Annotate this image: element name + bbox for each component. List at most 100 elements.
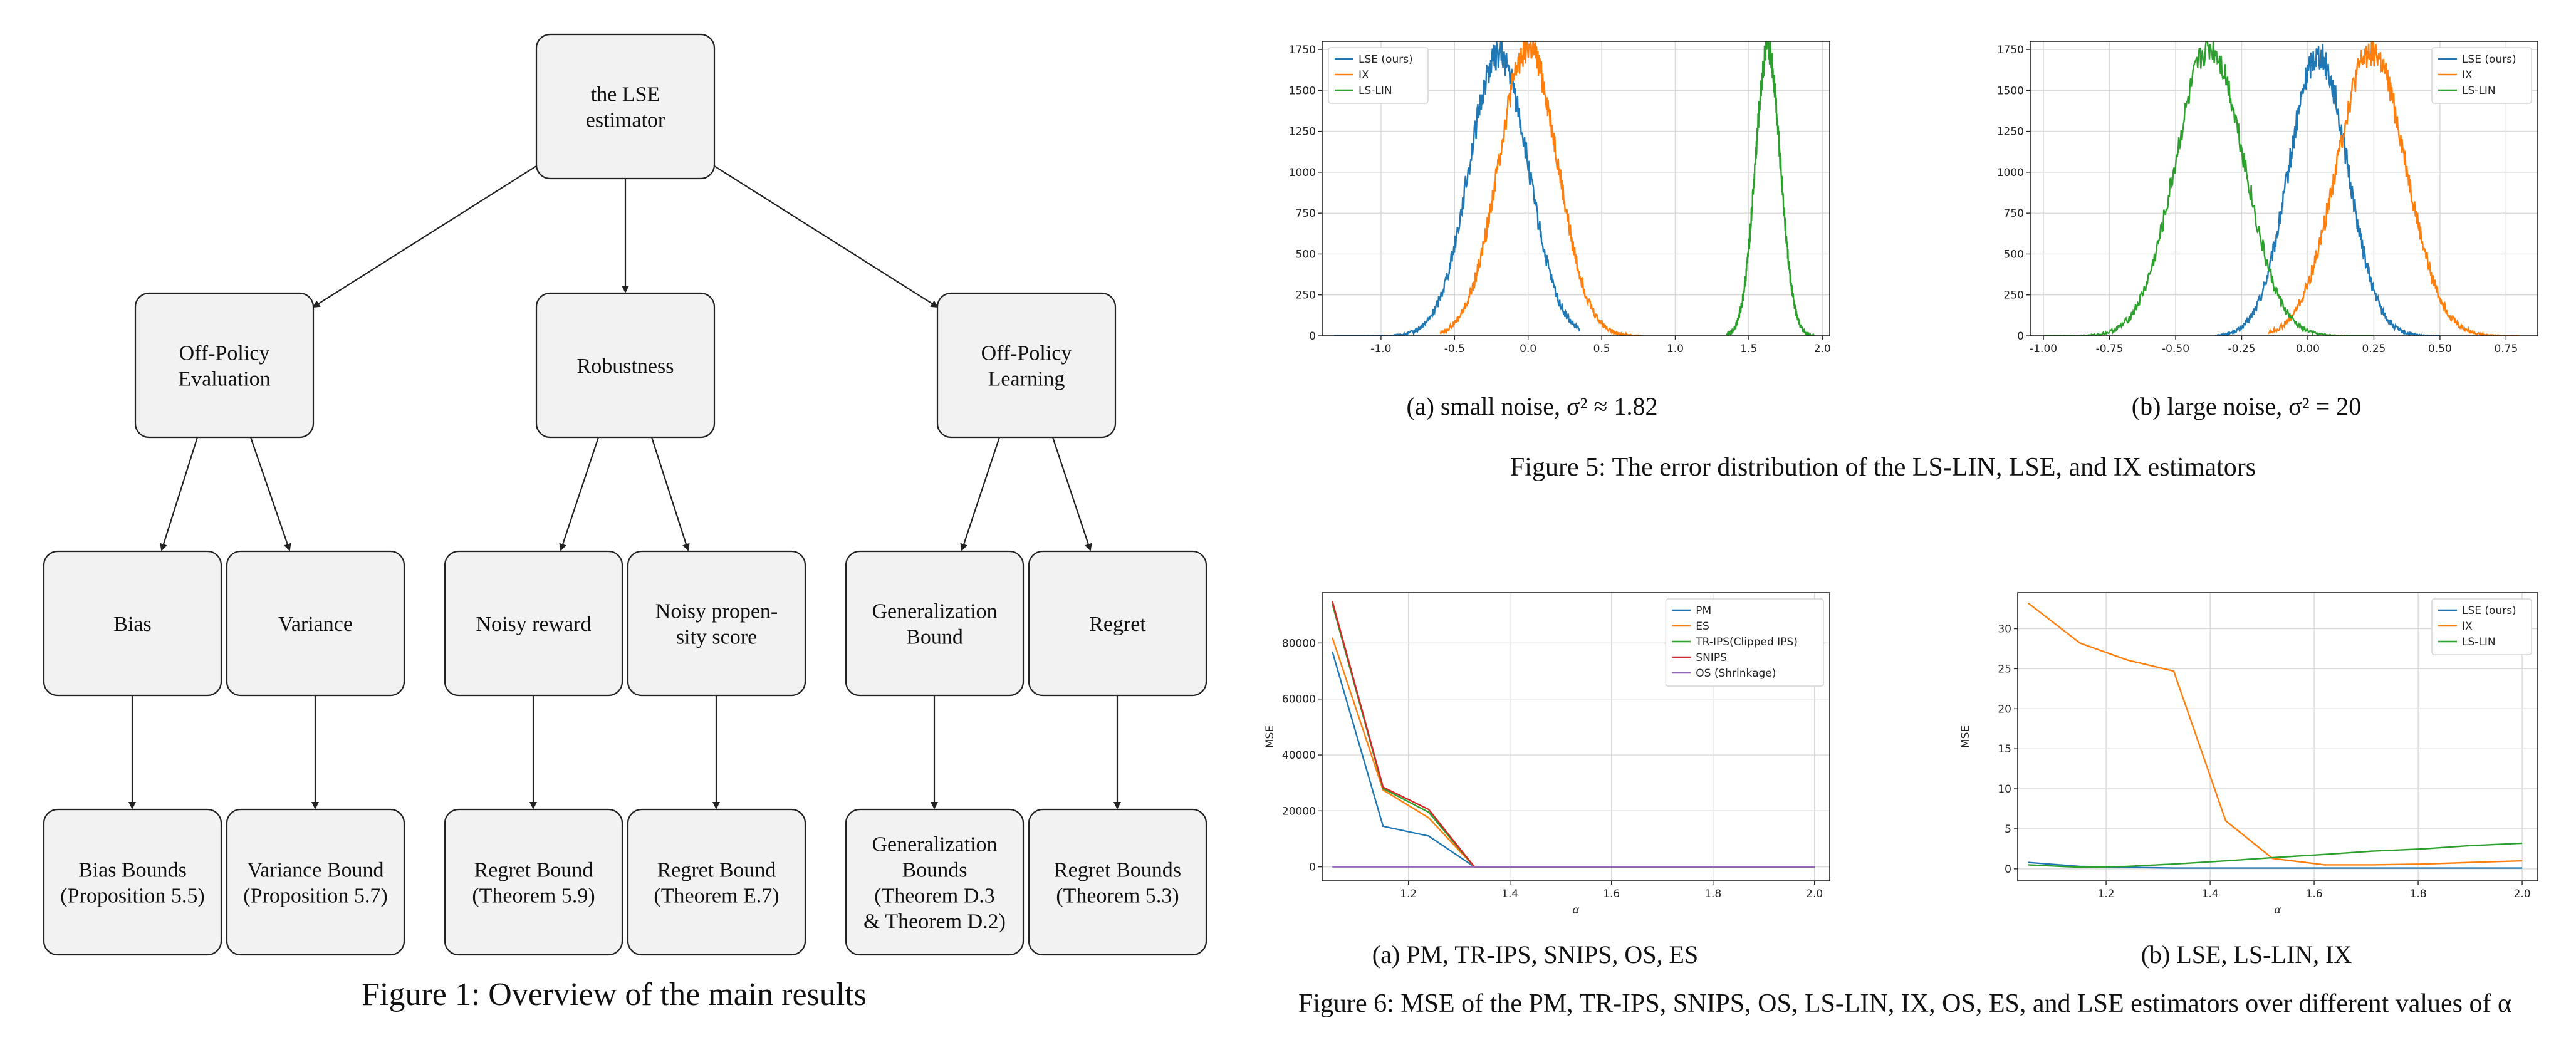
x-tick-label: 1.4	[1501, 888, 1518, 900]
series-line-ls-lin	[2028, 842, 2523, 868]
plot-frame	[2017, 592, 2538, 881]
x-tick-label: 1.2	[1400, 888, 1417, 900]
legend-entry: ES	[1696, 620, 1709, 633]
legend-entry: OS (Shrinkage)	[1696, 667, 1776, 680]
node-label: Regret Bounds	[1054, 859, 1181, 882]
node-label: Bounds	[902, 859, 967, 882]
figure5b-chart: -1.00 -0.75 -0.50 -0.25 0.00 0.25 0.50 0.75 0 250…	[1997, 41, 2538, 355]
x-tick-label: 1.8	[2410, 888, 2427, 900]
y-tick-label: 15	[1998, 743, 2011, 756]
y-tick-label: 1500	[1289, 85, 1316, 97]
legend-entry: LSE (ours)	[2462, 605, 2516, 617]
tick-labels: -1.00 -0.75 -0.50 -0.25 0.00 0.25 0.50 0.75 0 250…	[1997, 44, 2518, 355]
figure5a-chart: -1.0 -0.5 0.0 0.5 1.0 1.5 2.0 0 250 500 750 1000 125…	[1289, 41, 1831, 355]
node-label: Regret Bound	[657, 859, 776, 882]
figure6b-caption: (b) LSE, LS-LIN, IX	[2141, 940, 2352, 969]
series-group	[2043, 41, 2520, 336]
y-tick-label: 0	[1309, 330, 1316, 343]
legend-entry: IX	[2462, 620, 2473, 633]
series-line-ls-lin	[2043, 41, 2374, 336]
node-regret-59: Regret Bound (Theorem 5.9)	[444, 808, 623, 956]
y-tick-label: 500	[2004, 248, 2024, 261]
series-group	[2027, 602, 2523, 869]
plot-frame	[1322, 41, 1830, 336]
node-label: Noisy propen-	[655, 600, 778, 623]
node-regret: Regret	[1028, 550, 1207, 697]
y-tick-label: 1000	[1289, 167, 1316, 179]
node-label: the LSE	[591, 83, 660, 107]
series-line-ix	[2268, 41, 2520, 336]
y-tick-label: 1000	[1997, 167, 2024, 179]
legend-entry: LS-LIN	[2462, 85, 2496, 97]
arrow-5	[559, 437, 600, 551]
node-robust: Robustness	[535, 292, 716, 439]
figure6-caption: Figure 6: MSE of the PM, TR-IPS, SNIPS, …	[1298, 989, 2512, 1018]
node-label: & Theorem D.2)	[863, 910, 1006, 933]
legend: PM ES TR-IPS(Clipped IPS) SNIPS OS (Shrinkag…	[1665, 598, 1824, 687]
node-label: Evaluation	[178, 368, 270, 391]
node-gen-bounds: Generalization Bounds (Theorem D.3& Theore…	[845, 808, 1025, 956]
y-axis-label: MSE	[1264, 725, 1276, 748]
legend-entry: IX	[1358, 69, 1369, 81]
x-tick-label: 1.5	[1740, 343, 1757, 355]
arrow-4	[249, 437, 291, 551]
node-bias-bounds: Bias Bounds (Proposition 5.5)	[43, 808, 222, 956]
node-label: (Proposition 5.7)	[243, 885, 387, 908]
legend: LSE (ours) IX LS-LIN	[1328, 47, 1429, 104]
y-tick-label: 1750	[1289, 44, 1316, 56]
y-tick-label: 1500	[1997, 85, 2024, 97]
node-label: Robustness	[577, 355, 674, 378]
node-noisy-prop: Noisy propen-sity score	[627, 550, 806, 697]
x-tick-label: 2.0	[2514, 888, 2531, 900]
node-bias: Bias	[43, 550, 222, 697]
node-label: (Theorem 5.9)	[472, 885, 595, 908]
x-tick-label: 0.75	[2494, 343, 2518, 355]
legend-entry: LSE (ours)	[2462, 53, 2516, 66]
y-tick-label: 30	[1998, 623, 2011, 636]
node-label: Learning	[988, 368, 1065, 391]
y-tick-label: 1250	[1997, 126, 2024, 138]
x-tick-label: -1.00	[2030, 343, 2057, 355]
arrow-3	[160, 437, 199, 551]
node-opl: Off-Policy Learning	[936, 292, 1117, 439]
x-axis-label: α	[2274, 904, 2281, 917]
x-tick-label: 2.0	[1806, 888, 1823, 900]
node-label: Regret	[1089, 613, 1146, 636]
series-line-ix	[2027, 602, 2523, 866]
y-tick-label: 500	[1296, 248, 1316, 261]
figure5b-caption: (b) large noise, σ² = 20	[2131, 392, 2362, 420]
x-axis-label: α	[1572, 904, 1579, 917]
x-tick-label: 1.4	[2202, 888, 2219, 900]
tick-labels: -1.0 -0.5 0.0 0.5 1.0 1.5 2.0 0 250 500 750 1000 125…	[1289, 44, 1831, 355]
node-label: Generalization	[872, 600, 997, 623]
x-tick-label: 1.2	[2098, 888, 2115, 900]
grid	[2018, 593, 2538, 881]
figure1-caption: Figure 1: Overview of the main results	[362, 977, 867, 1012]
figure6b-chart: 1.2 1.4 1.6 1.8 2.0 0 5 10 15 20 25 30 α MSE LSE (ours…	[1959, 592, 2538, 917]
legend-entry: TR-IPS(Clipped IPS)	[1695, 636, 1798, 648]
x-tick-label: -0.25	[2228, 343, 2256, 355]
node-label: Bound	[906, 626, 963, 649]
node-noisy-reward: Noisy reward	[444, 550, 623, 697]
node-variance: Variance	[226, 550, 405, 697]
x-tick-label: -0.50	[2162, 343, 2189, 355]
node-label: (Proposition 5.5)	[60, 885, 204, 908]
series-line-ls-lin	[1726, 41, 1815, 336]
y-tick-label: 60000	[1282, 694, 1316, 706]
arrow-0	[312, 165, 537, 308]
series-line-lse-ours-	[2214, 44, 2441, 336]
y-tick-label: 1750	[1997, 44, 2024, 56]
legend-entry: LS-LIN	[1358, 85, 1392, 97]
node-label: Variance Bound	[247, 859, 383, 882]
y-tick-label: 80000	[1282, 637, 1316, 650]
node-label: (Theorem E.7)	[654, 885, 779, 908]
node-label: Off-Policy	[981, 342, 1072, 365]
x-tick-label: 0.50	[2428, 343, 2452, 355]
y-tick-label: 5	[2005, 823, 2011, 836]
legend: LSE (ours) IX LS-LIN	[2431, 598, 2532, 655]
node-label: estimator	[586, 109, 665, 132]
legend-entry: SNIPS	[1696, 652, 1727, 664]
figure5a-caption: (a) small noise, σ² ≈ 1.82	[1406, 392, 1658, 420]
